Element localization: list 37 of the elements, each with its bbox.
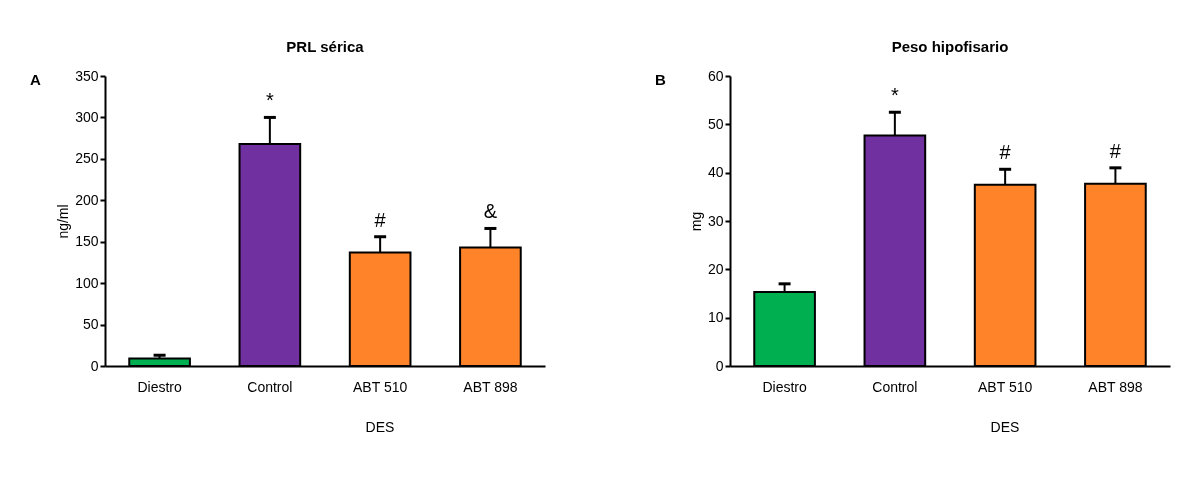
y-tick-label: 150	[75, 233, 99, 250]
x-tick-label: Control	[872, 378, 918, 395]
y-tick-label: 60	[707, 67, 724, 84]
x-tick-label: ABT 898	[1088, 378, 1143, 395]
x-tick-label: Control	[247, 378, 293, 395]
annotation: #	[374, 208, 387, 231]
annotation: *	[890, 84, 899, 107]
y-tick-label: 30	[707, 212, 724, 229]
x-tick-label: ABT 510	[978, 378, 1033, 395]
x-tick-label: ABT 898	[463, 378, 518, 395]
y-tick-label: 0	[715, 357, 724, 374]
annotation: *	[265, 89, 274, 112]
annotation: &	[483, 200, 498, 223]
y-tick-label: 40	[707, 164, 724, 181]
y-tick-label: 250	[75, 150, 99, 167]
y-tick-label: 50	[707, 115, 724, 132]
annotation: #	[999, 141, 1012, 164]
y-tick-label: 350	[75, 67, 99, 84]
y-tick-label: 100	[75, 274, 99, 291]
text: A	[30, 71, 41, 88]
text: DES	[990, 419, 1020, 435]
y-axis-title: mg	[687, 211, 704, 232]
chart-title: PRL sérica	[286, 38, 365, 55]
y-tick-label: 20	[707, 260, 724, 277]
y-tick-label: 300	[75, 108, 99, 125]
y-tick-label: 0	[90, 357, 99, 374]
chart-title: Peso hipofisario	[891, 38, 1009, 55]
annotation: #	[1109, 139, 1122, 162]
y-tick-label: 10	[707, 309, 724, 326]
text: B	[655, 71, 666, 88]
x-tick-label: Diestro	[762, 378, 807, 395]
x-tick-label: Diestro	[137, 378, 182, 395]
x-tick-label: ABT 510	[353, 378, 408, 395]
y-axis-title: ng/ml	[55, 204, 72, 239]
text: DES	[365, 419, 395, 435]
y-tick-label: 50	[82, 316, 99, 333]
y-tick-label: 200	[75, 191, 99, 208]
